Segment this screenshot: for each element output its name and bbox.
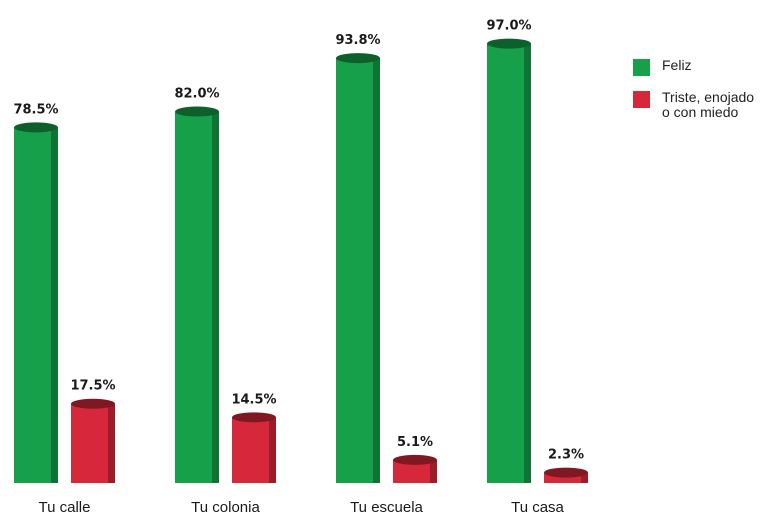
- value-label-feliz-tu-calle: 78.5%: [13, 102, 58, 117]
- bar-top: [14, 122, 58, 133]
- bar-side: [51, 127, 58, 484]
- category-label-tu-calle: Tu calle: [39, 499, 91, 516]
- value-labels-group: 78.5% 17.5% 82.0% 14.5% 93.8% 5.1% 97.0% 2.3%: [13, 19, 584, 463]
- bar-top: [175, 106, 219, 117]
- bar-side: [430, 459, 437, 483]
- bar-side: [524, 43, 531, 484]
- bar-top: [487, 38, 531, 49]
- bar-top: [71, 398, 115, 409]
- category-labels-group: Tu calle Tu colonia Tu escuela Tu casa: [39, 499, 565, 516]
- bar-side: [108, 403, 115, 483]
- legend-swatch-triste: [633, 91, 650, 108]
- bar-feliz-tu-casa: [487, 38, 531, 484]
- bar-side: [373, 58, 380, 483]
- legend-item-feliz: Feliz: [633, 58, 778, 76]
- bar-top: [232, 412, 276, 423]
- value-label-triste-tu-casa: 2.3%: [548, 448, 584, 463]
- bar-top: [544, 467, 588, 478]
- bar-face: [71, 403, 115, 483]
- category-label-tu-casa: Tu casa: [511, 499, 564, 516]
- bar-face: [544, 472, 588, 483]
- bar-face: [14, 127, 58, 484]
- legend-label-feliz: Feliz: [662, 57, 692, 73]
- bar-feliz-tu-calle: [14, 122, 58, 484]
- value-label-triste-tu-colonia: 14.5%: [231, 392, 276, 407]
- category-label-tu-colonia: Tu colonia: [191, 499, 260, 516]
- bar-triste-tu-calle: [71, 398, 115, 483]
- bar-face: [487, 43, 531, 484]
- bar-face: [232, 417, 276, 483]
- bar-side: [269, 417, 276, 483]
- value-label-triste-tu-calle: 17.5%: [70, 379, 115, 394]
- bar-triste-tu-colonia: [232, 412, 276, 483]
- bar-triste-tu-escuela: [393, 454, 437, 483]
- value-label-triste-tu-escuela: 5.1%: [397, 435, 433, 450]
- value-label-feliz-tu-colonia: 82.0%: [174, 87, 219, 102]
- bar-triste-tu-casa: [544, 467, 588, 483]
- bar-face: [175, 111, 219, 483]
- bar-face: [393, 459, 437, 483]
- legend-swatch-feliz: [633, 59, 650, 76]
- bar-feliz-tu-colonia: [175, 106, 219, 483]
- value-label-feliz-tu-casa: 97.0%: [486, 19, 531, 34]
- bar-side: [212, 111, 219, 483]
- legend-label-triste: Triste, enojado o con miedo: [662, 89, 755, 120]
- category-label-tu-escuela: Tu escuela: [350, 499, 423, 516]
- bar-feliz-tu-escuela: [336, 53, 380, 483]
- bar-top: [393, 454, 437, 465]
- legend: Feliz Triste, enojado o con miedo: [633, 58, 778, 134]
- value-label-feliz-tu-escuela: 93.8%: [335, 33, 380, 48]
- legend-item-triste: Triste, enojado o con miedo: [633, 90, 778, 120]
- bar-side: [581, 472, 588, 483]
- bar-top: [336, 53, 380, 64]
- bar-face: [336, 58, 380, 483]
- bars-group: [14, 38, 588, 484]
